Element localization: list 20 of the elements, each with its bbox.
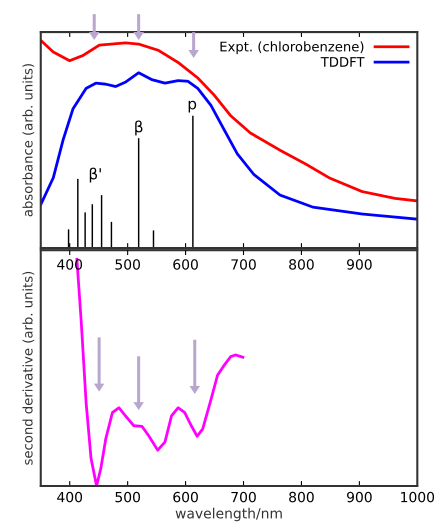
- x2-tick-label: 800: [289, 259, 314, 270]
- x-tick-label: 1000: [401, 492, 434, 502]
- x-tick-label: 900: [346, 492, 372, 502]
- x-tick-label: 500: [115, 492, 140, 502]
- x2-tick-label: 600: [173, 259, 198, 270]
- legend-label: TDDFT: [320, 57, 365, 67]
- x-tick-label: 400: [57, 492, 82, 502]
- y-axis-title: second derivative (arb. units): [22, 272, 34, 465]
- x-tick-label: 700: [231, 492, 256, 502]
- x-tick-label: 600: [173, 492, 198, 502]
- y-axis-title: absorbance (arb. units): [22, 64, 34, 216]
- x2-tick-label: 900: [346, 259, 372, 270]
- x2-tick-label: 500: [115, 259, 140, 270]
- x-tick-label: 800: [289, 492, 314, 502]
- x-axis-title: wavelength/nm: [176, 508, 282, 522]
- annotation: p: [188, 100, 196, 112]
- annotation: β': [90, 168, 101, 182]
- annotation: β: [135, 120, 142, 136]
- legend-label: Expt. (chlorobenzene): [220, 41, 364, 54]
- x2-tick-label: 700: [231, 259, 256, 270]
